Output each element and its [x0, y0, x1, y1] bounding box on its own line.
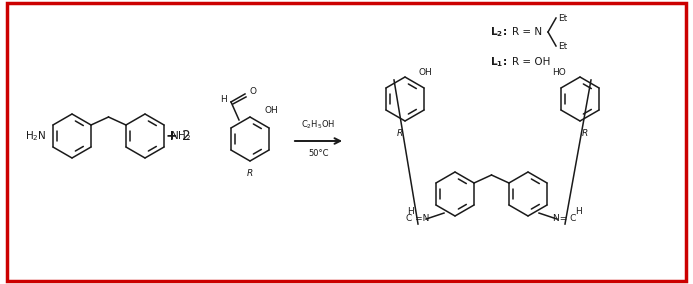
Text: Et: Et [558, 41, 568, 51]
Text: H$_2$N: H$_2$N [26, 129, 47, 143]
Text: R = OH: R = OH [512, 57, 550, 67]
Text: R: R [582, 129, 588, 138]
Text: C =N: C =N [406, 214, 430, 223]
Text: R = N: R = N [512, 27, 542, 37]
Text: R: R [247, 169, 253, 178]
Text: H: H [220, 95, 227, 105]
Text: $\mathbf{L_1}$:: $\mathbf{L_1}$: [490, 55, 507, 69]
Text: NH$_2$: NH$_2$ [170, 129, 191, 143]
Text: $\mathbf{L_2}$:: $\mathbf{L_2}$: [490, 25, 507, 39]
Text: H: H [576, 206, 582, 216]
Text: 50°C: 50°C [308, 149, 328, 158]
Text: O: O [249, 87, 256, 97]
Text: Et: Et [558, 14, 568, 22]
Text: $\mathbf{+}$ 2: $\mathbf{+}$ 2 [166, 129, 191, 143]
Text: R: R [397, 129, 403, 138]
Text: H: H [407, 206, 414, 216]
Text: OH: OH [418, 68, 432, 77]
Text: C$_2$H$_5$OH: C$_2$H$_5$OH [301, 118, 335, 131]
Text: HO: HO [552, 68, 566, 77]
Text: N= C: N= C [553, 214, 577, 223]
Text: OH: OH [264, 106, 278, 115]
